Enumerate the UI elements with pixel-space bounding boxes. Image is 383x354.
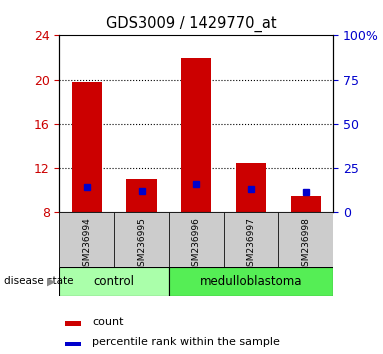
Bar: [236, 162, 266, 212]
Bar: [65, 321, 81, 326]
Bar: [114, 212, 169, 267]
Text: count: count: [92, 316, 124, 327]
Text: GSM236997: GSM236997: [247, 217, 255, 272]
Text: GSM236995: GSM236995: [137, 217, 146, 272]
Bar: [59, 212, 114, 267]
Bar: [65, 342, 81, 346]
Bar: [278, 212, 333, 267]
Text: percentile rank within the sample: percentile rank within the sample: [92, 337, 280, 347]
Bar: [169, 267, 333, 296]
Text: GSM236996: GSM236996: [192, 217, 201, 272]
Text: ▶: ▶: [47, 276, 56, 286]
Bar: [72, 82, 102, 212]
Bar: [224, 212, 278, 267]
Text: disease state: disease state: [4, 276, 73, 286]
Bar: [59, 267, 169, 296]
Text: GSM236994: GSM236994: [82, 217, 91, 272]
Text: GSM236998: GSM236998: [301, 217, 310, 272]
Bar: [126, 179, 157, 212]
Bar: [291, 196, 321, 212]
Text: medulloblastoma: medulloblastoma: [200, 275, 302, 288]
Text: control: control: [93, 275, 135, 288]
Text: GDS3009 / 1429770_at: GDS3009 / 1429770_at: [106, 16, 277, 32]
Bar: [181, 57, 211, 212]
Bar: [169, 212, 224, 267]
